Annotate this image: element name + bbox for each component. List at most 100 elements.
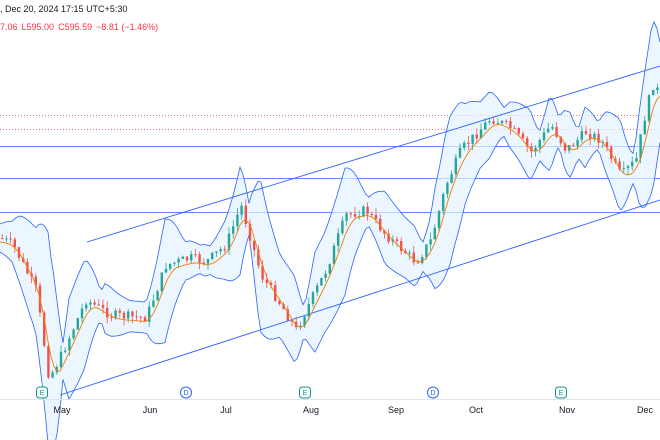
candle-body [148, 306, 151, 322]
candle-body [580, 131, 583, 140]
time-axis-label-jul: Jul [220, 405, 232, 415]
candle-body [387, 233, 390, 242]
earnings-event-icon[interactable]: E [36, 386, 48, 399]
channel-upper-line[interactable] [86, 65, 660, 243]
candle-body [114, 310, 117, 318]
candle-body [563, 143, 567, 151]
candle-body [223, 249, 226, 251]
candle-body [51, 372, 54, 378]
candle-body [211, 252, 214, 259]
candle-body [311, 292, 315, 304]
candle-body [185, 256, 189, 261]
dividend-event-icon[interactable]: D [180, 386, 192, 399]
candle-body [190, 254, 193, 261]
earnings-event-icon[interactable]: E [555, 386, 567, 399]
candle-body [152, 300, 155, 307]
svg-text:E: E [40, 390, 45, 397]
candle-body [198, 254, 201, 263]
earnings-event-icon[interactable]: E [299, 386, 311, 399]
time-axis-label-nov: Nov [559, 405, 576, 415]
candle-body [622, 168, 625, 170]
moving-average [0, 95, 660, 372]
candle-body [479, 129, 483, 139]
candle-body [177, 258, 180, 263]
candle-body [425, 244, 428, 258]
candle-body [341, 220, 344, 234]
dividend-event-icon[interactable]: D [427, 386, 439, 399]
candle-body [47, 345, 50, 378]
candle-body [131, 311, 134, 317]
candle-body [303, 316, 306, 326]
ohlc-values: 7.06 L595.00 C595.59 −8.81 (−1.46%) [0, 18, 162, 36]
candle-body [593, 133, 596, 139]
candle-body [320, 277, 323, 286]
candle-body [442, 194, 445, 211]
candle-body [135, 316, 138, 318]
candle-body [421, 257, 424, 263]
candle-body [547, 128, 550, 133]
candle-body [416, 262, 420, 264]
candle-body [437, 211, 441, 228]
change-value: −8.81 (−1.46%) [96, 22, 159, 32]
candle-body [269, 282, 273, 286]
candle-body [475, 134, 478, 139]
candle-body [169, 263, 172, 269]
candle-body [471, 134, 474, 144]
channel-lower-line[interactable] [59, 199, 660, 396]
candle-body [572, 145, 575, 147]
candle-body [106, 307, 109, 318]
candle-body [122, 312, 126, 319]
time-axis: May Jun Jul Aug Sep Oct Nov Dec [53, 405, 653, 415]
candle-body [534, 147, 537, 152]
candle-body [429, 239, 432, 245]
candle-body [43, 312, 46, 346]
candle-body [202, 262, 205, 264]
candle-body [652, 90, 655, 96]
moving-average-line [0, 95, 660, 372]
close-value: C595.59 [58, 22, 93, 32]
candle-body [143, 317, 147, 322]
candle-body [5, 238, 8, 240]
candle-body [362, 206, 365, 217]
candle-body [232, 226, 235, 234]
candle-body [555, 127, 558, 137]
candle-body [299, 325, 302, 328]
candle-body [517, 128, 520, 134]
svg-text:E: E [303, 390, 308, 397]
candle-body [526, 138, 529, 147]
candle-body [236, 214, 239, 227]
candle-body [332, 245, 336, 265]
candle-body [576, 139, 579, 146]
bollinger-bands [0, 20, 660, 440]
svg-text:E: E [559, 390, 564, 397]
candle-body [80, 308, 84, 319]
bollinger-lower-line [0, 135, 660, 440]
candle-body [160, 272, 163, 292]
candle-body [55, 367, 58, 373]
candle-body [488, 121, 491, 123]
candle-body [631, 161, 634, 167]
time-axis-label-jun: Jun [143, 405, 158, 415]
candle-body [463, 142, 466, 148]
candle-body [530, 146, 533, 152]
time-axis-label-dec: Dec [637, 405, 654, 415]
candle-body [618, 161, 621, 169]
candle-body [647, 95, 651, 121]
bollinger-upper-line [0, 20, 660, 343]
candle-body [139, 316, 142, 318]
parallel-channel[interactable] [59, 65, 660, 396]
candle-body [433, 227, 436, 240]
candle-body [500, 120, 504, 124]
svg-text:D: D [183, 390, 188, 397]
candle-body [521, 133, 525, 139]
candle-body [412, 252, 415, 263]
candle-body [261, 265, 264, 280]
candle-body [89, 302, 92, 305]
candle-body [370, 214, 373, 215]
candle-body [513, 127, 516, 129]
candle-body [509, 121, 512, 128]
candle-body [164, 268, 168, 273]
